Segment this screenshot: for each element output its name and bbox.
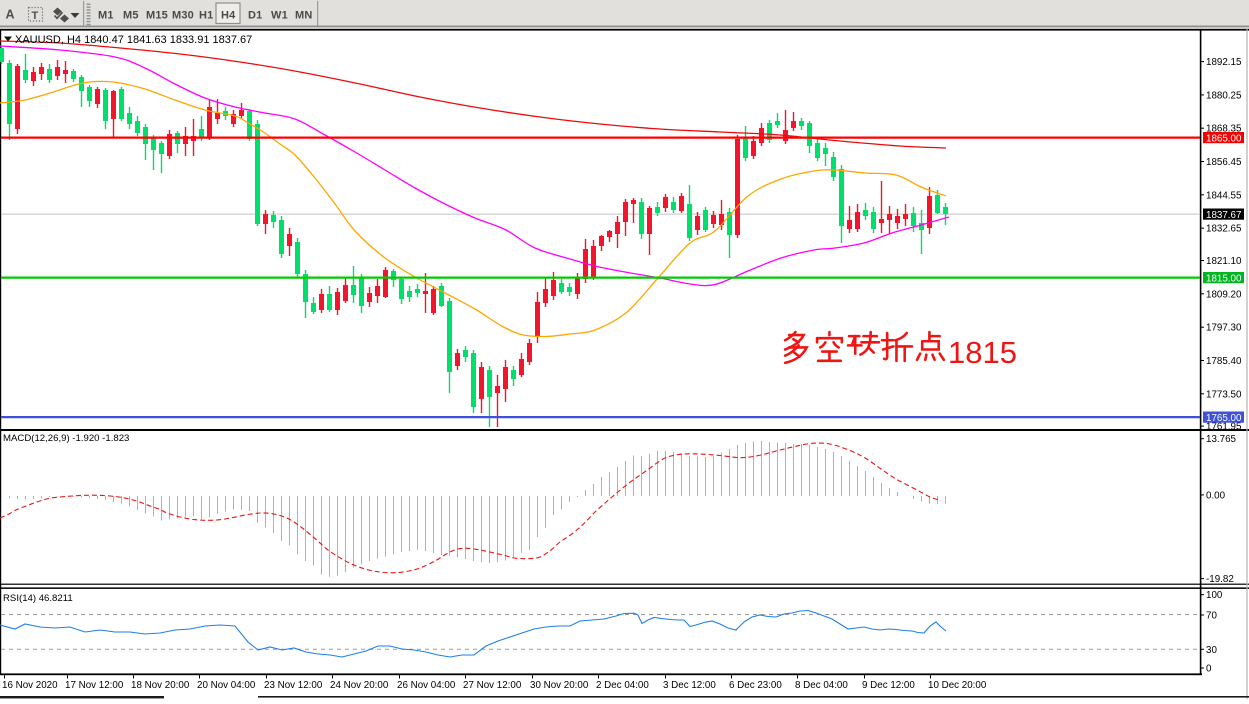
svg-text:M15: M15: [146, 10, 168, 22]
svg-text:8 Dec 04:00: 8 Dec 04:00: [795, 680, 848, 691]
svg-text:30 Nov 20:00: 30 Nov 20:00: [530, 680, 589, 691]
svg-text:1815: 1815: [948, 335, 1017, 370]
svg-text:-19.82: -19.82: [1206, 574, 1234, 585]
svg-text:1815.00: 1815.00: [1206, 273, 1242, 284]
svg-text:1832.65: 1832.65: [1206, 224, 1242, 235]
svg-text:0.00: 0.00: [1206, 490, 1226, 501]
svg-text:26 Nov 04:00: 26 Nov 04:00: [397, 680, 456, 691]
svg-text:1809.20: 1809.20: [1206, 289, 1242, 300]
svg-text:1765.00: 1765.00: [1206, 413, 1242, 424]
svg-text:1773.50: 1773.50: [1206, 389, 1242, 400]
svg-text:6 Dec 23:00: 6 Dec 23:00: [729, 680, 782, 691]
svg-text:23 Nov 12:00: 23 Nov 12:00: [264, 680, 323, 691]
svg-text:W1: W1: [271, 10, 288, 22]
svg-text:100: 100: [1206, 590, 1223, 601]
svg-text:0: 0: [1206, 664, 1212, 675]
svg-text:H1: H1: [199, 10, 213, 22]
svg-text:2 Dec 04:00: 2 Dec 04:00: [596, 680, 649, 691]
svg-text:M5: M5: [123, 10, 139, 22]
svg-text:1785.40: 1785.40: [1206, 356, 1242, 367]
svg-text:70: 70: [1206, 611, 1217, 622]
svg-text:1856.45: 1856.45: [1206, 157, 1242, 168]
svg-text:1821.10: 1821.10: [1206, 256, 1242, 267]
svg-text:1892.15: 1892.15: [1206, 57, 1242, 68]
svg-text:9 Dec 12:00: 9 Dec 12:00: [862, 680, 915, 691]
svg-text:RSI(14) 46.8211: RSI(14) 46.8211: [3, 593, 73, 604]
svg-text:MN: MN: [295, 10, 313, 22]
svg-text:1844.55: 1844.55: [1206, 190, 1242, 201]
svg-text:13.765: 13.765: [1206, 434, 1237, 445]
svg-text:1837.67: 1837.67: [1206, 210, 1241, 221]
svg-text:M1: M1: [98, 10, 114, 22]
svg-text:3 Dec 12:00: 3 Dec 12:00: [663, 680, 716, 691]
svg-text:H4: H4: [221, 10, 236, 22]
svg-text:18 Nov 20:00: 18 Nov 20:00: [131, 680, 190, 691]
svg-text:XAUUSD, H4 1840.47 1841.63 18: XAUUSD, H4 1840.47 1841.63 1833.91 1837.…: [15, 34, 252, 46]
svg-text:16 Nov 2020: 16 Nov 2020: [2, 680, 58, 691]
svg-text:30: 30: [1206, 645, 1217, 656]
svg-text:1865.00: 1865.00: [1206, 133, 1242, 144]
svg-text:1797.30: 1797.30: [1206, 323, 1242, 334]
svg-text:24 Nov 20:00: 24 Nov 20:00: [330, 680, 389, 691]
svg-text:10 Dec 20:00: 10 Dec 20:00: [928, 680, 987, 691]
svg-text:T: T: [32, 10, 39, 22]
svg-text:1880.25: 1880.25: [1206, 90, 1242, 101]
svg-text:27 Nov 12:00: 27 Nov 12:00: [463, 680, 522, 691]
svg-text:M30: M30: [172, 10, 194, 22]
svg-text:1761.95: 1761.95: [1206, 422, 1242, 433]
svg-text:D1: D1: [248, 10, 262, 22]
svg-text:20 Nov 04:00: 20 Nov 04:00: [197, 680, 256, 691]
svg-text:17 Nov 12:00: 17 Nov 12:00: [65, 680, 124, 691]
svg-text:A: A: [6, 8, 15, 22]
svg-text:1868.35: 1868.35: [1206, 124, 1242, 135]
svg-text:MACD(12,26,9) -1.920 -1.823: MACD(12,26,9) -1.920 -1.823: [3, 433, 129, 444]
